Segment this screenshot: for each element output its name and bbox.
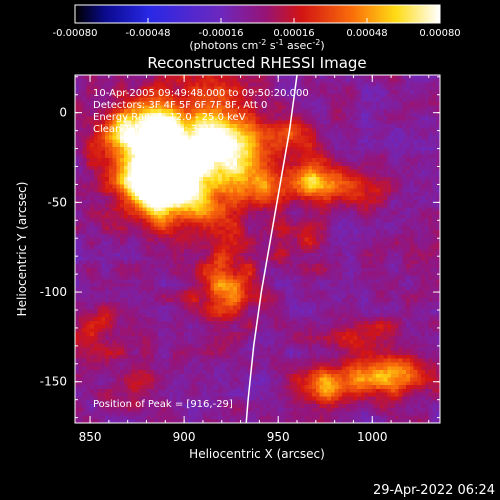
x-tick-label: 900 — [173, 430, 196, 444]
annotation-energy-range: Energy Range: 12.0 - 25.0 keV — [93, 112, 246, 123]
plot-frame — [74, 74, 441, 424]
chart-title: Reconstructed RHESSI Image — [147, 54, 366, 72]
colorbar: -0.00080 -0.00048 -0.00016 0.00016 0.00048 0.… — [53, 4, 461, 52]
y-tick-label: 0 — [59, 106, 67, 120]
y-axis-label: Heliocentric Y (arcsec) — [15, 182, 29, 317]
timestamp: 29-Apr-2022 06:24 — [373, 483, 495, 498]
colorbar-tick-label: -0.00080 — [53, 28, 98, 39]
annotation-peak-position: Position of Peak = [916,-29] — [93, 399, 233, 410]
colorbar-tick-label: 0.00080 — [419, 28, 460, 39]
y-tick-label: -150 — [40, 375, 67, 389]
colorbar-gradient — [75, 5, 440, 23]
plot-area: 850 900 950 1000 0 -50 -100 -150 — [40, 74, 441, 444]
annotations: 10-Apr-2005 09:49:48.000 to 09:50:20.000… — [93, 88, 309, 410]
y-tick-label: -50 — [47, 195, 67, 209]
annotation-clean-counts: Clean Total counts: 331. — [93, 124, 213, 135]
colorbar-tick-label: 0.00048 — [346, 28, 387, 39]
colorbar-tick-label: -0.00016 — [199, 28, 244, 39]
heatmap-image — [75, 75, 440, 423]
y-tick-label: -100 — [40, 285, 67, 299]
colorbar-units: (photons cm-2 s-1 asec-2) — [189, 38, 324, 52]
annotation-detectors: Detectors: 3F 4F 5F 6F 7F 8F, Att 0 — [93, 100, 267, 111]
colorbar-tick-label: 0.00016 — [273, 28, 314, 39]
solar-limb-curve — [245, 74, 298, 424]
colorbar-frame — [74, 4, 441, 24]
annotation-time-range: 10-Apr-2005 09:49:48.000 to 09:50:20.000 — [93, 88, 309, 99]
colorbar-tick-label: -0.00048 — [126, 28, 171, 39]
x-tick-label: 1000 — [357, 430, 388, 444]
x-axis-label: Heliocentric X (arcsec) — [189, 447, 325, 461]
axis-ticks: 850 900 950 1000 0 -50 -100 -150 — [40, 75, 440, 444]
x-tick-label: 850 — [79, 430, 102, 444]
x-tick-label: 950 — [267, 430, 290, 444]
colorbar-ticks: -0.00080 -0.00048 -0.00016 0.00016 0.00048 0.… — [53, 18, 461, 39]
